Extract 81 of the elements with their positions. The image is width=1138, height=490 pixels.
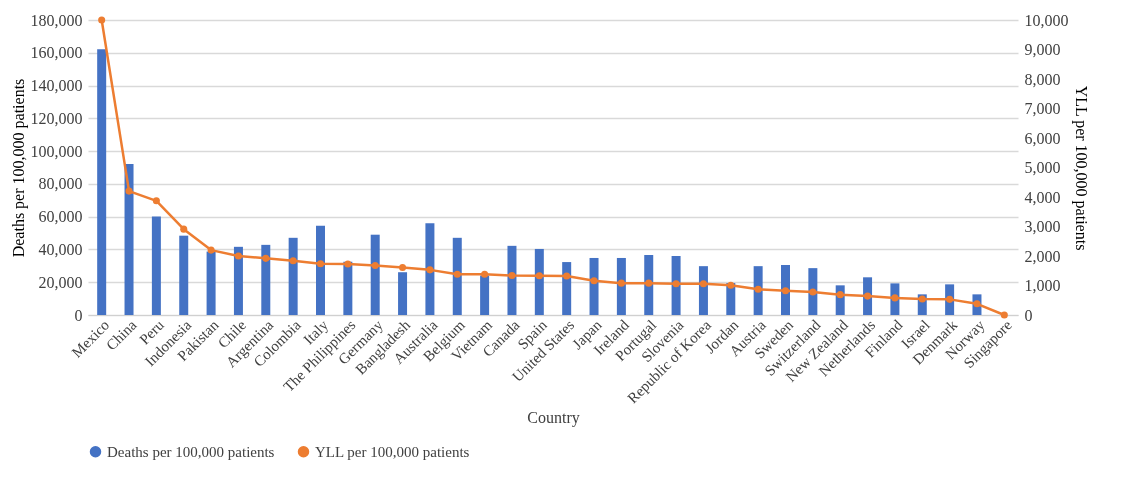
bar	[316, 225, 325, 315]
point	[207, 246, 215, 254]
legend-label: YLL per 100,000 patients	[315, 443, 470, 460]
y-tick-label: 20,000	[38, 273, 83, 291]
point	[754, 285, 762, 293]
legend-label: Deaths per 100,000 patients	[107, 443, 275, 460]
y2-tick-label: 9,000	[1024, 41, 1061, 58]
bar	[616, 257, 626, 315]
bar	[781, 265, 790, 315]
point	[727, 281, 735, 289]
bar	[343, 261, 353, 315]
point	[344, 260, 352, 268]
bar	[425, 223, 435, 315]
point	[152, 197, 160, 205]
bar	[370, 234, 380, 315]
y-tick-label: 80,000	[38, 175, 83, 193]
y-tick-label: 180,000	[30, 11, 83, 29]
point	[836, 291, 844, 299]
y2-tick-label: 0	[1024, 306, 1033, 324]
point	[781, 287, 790, 295]
bar	[644, 255, 654, 315]
bar	[151, 216, 161, 315]
y2-tick-label: 8,000	[1024, 70, 1061, 88]
point	[699, 280, 707, 288]
bar	[97, 49, 107, 315]
y2-tick-label: 2,000	[1024, 247, 1061, 265]
y2-tick-label: 10,000	[1024, 11, 1069, 29]
point	[289, 257, 297, 265]
y-tick-label: 120,000	[30, 109, 83, 127]
y-tick-label: 140,000	[30, 77, 83, 95]
point	[672, 280, 680, 288]
bar	[288, 237, 298, 315]
y-tick-label: 60,000	[38, 208, 83, 226]
point	[617, 279, 625, 287]
point	[426, 266, 434, 274]
point	[180, 225, 188, 233]
point	[508, 271, 516, 279]
y2-tick-label: 4,000	[1024, 188, 1061, 206]
point	[125, 187, 133, 195]
y-tick-label: 100,000	[30, 142, 83, 160]
y2-tick-label: 1,000	[1024, 277, 1061, 294]
bar	[452, 237, 462, 315]
point	[918, 295, 926, 303]
bar	[124, 163, 134, 315]
bar	[589, 257, 599, 315]
y2-tick-label: 5,000	[1024, 159, 1061, 176]
y-tick-label: 40,000	[38, 240, 83, 258]
point	[809, 288, 817, 296]
bar	[534, 248, 544, 315]
y2-tick-label: 7,000	[1024, 100, 1061, 117]
x-axis-title: Country	[527, 409, 580, 428]
point	[563, 272, 571, 280]
point	[234, 252, 242, 260]
point	[535, 272, 543, 280]
bar	[480, 275, 490, 315]
bar	[671, 256, 681, 315]
bar	[179, 235, 189, 315]
bar	[233, 246, 243, 315]
bar	[206, 251, 216, 315]
y2-axis-title: YLL per 100,000 patients	[1071, 85, 1090, 251]
y2-tick-label: 6,000	[1024, 129, 1061, 147]
point	[316, 260, 325, 268]
y-tick-label: 0	[74, 306, 83, 324]
point	[590, 277, 598, 285]
bar	[507, 245, 517, 315]
bar	[808, 268, 818, 315]
point	[98, 16, 106, 24]
point	[453, 270, 461, 278]
y-axis-title: Deaths per 100,000 patients	[9, 78, 28, 258]
point	[371, 261, 379, 269]
bar	[398, 272, 408, 315]
point	[1000, 311, 1008, 319]
point	[864, 292, 872, 300]
point	[262, 254, 270, 262]
point	[481, 270, 489, 278]
y-tick-label: 160,000	[30, 44, 83, 62]
bar	[562, 262, 572, 315]
bar	[261, 244, 271, 315]
point	[645, 279, 653, 287]
point	[399, 263, 407, 272]
y2-tick-label: 3,000	[1024, 218, 1061, 235]
